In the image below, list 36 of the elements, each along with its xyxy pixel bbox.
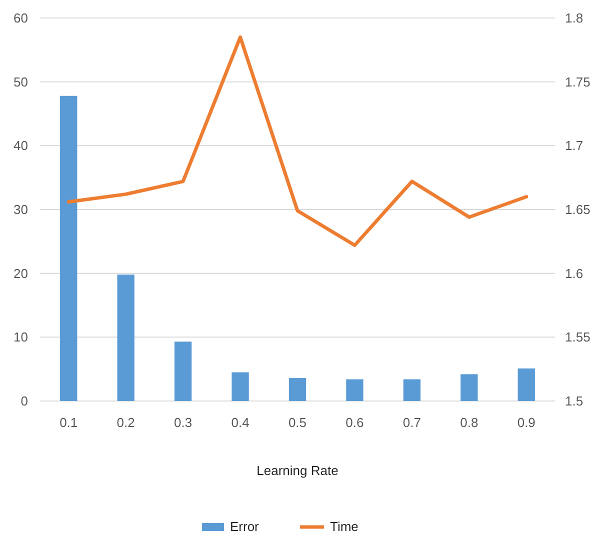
- x-tick-label: 0.5: [288, 415, 307, 430]
- x-tick-label: 0.7: [402, 415, 421, 430]
- bar: [346, 379, 364, 401]
- y-tick-label: 40: [14, 138, 28, 154]
- x-tick-label: 0.4: [231, 415, 250, 430]
- legend-label: Time: [330, 519, 358, 534]
- bar: [288, 378, 306, 401]
- y2-tick-label: 1.55: [565, 330, 590, 345]
- legend-label: Error: [230, 519, 260, 534]
- x-tick-label: 0.2: [116, 415, 135, 430]
- bar: [460, 374, 478, 401]
- y-tick-label: 0: [20, 394, 28, 409]
- y-tick-label: 20: [14, 266, 28, 281]
- x-tick-label: 0.1: [60, 415, 78, 430]
- y2-tick-label: 1.8: [565, 10, 584, 26]
- y-tick-label: 30: [14, 202, 28, 218]
- y2-tick-label: 1.7: [565, 138, 584, 154]
- y2-tick-label: 1.5: [565, 394, 584, 409]
- bar: [174, 342, 192, 401]
- x-tick-label: 0.8: [460, 415, 478, 430]
- y2-tick-label: 1.65: [565, 202, 590, 218]
- x-tick-label: 0.9: [517, 415, 536, 430]
- bar: [60, 96, 78, 401]
- x-tick-label: 0.3: [174, 415, 192, 430]
- bar: [518, 368, 535, 401]
- bar: [403, 379, 421, 401]
- line-series: [66, 35, 528, 247]
- x-axis-title: Learning Rate: [256, 463, 338, 478]
- y-tick-label: 60: [14, 10, 28, 26]
- y-tick-label: 50: [14, 74, 28, 90]
- y2-tick-label: 1.75: [565, 74, 590, 90]
- bar: [232, 372, 249, 401]
- x-tick-label: 0.6: [346, 415, 364, 430]
- y2-tick-label: 1.6: [565, 266, 584, 281]
- bar: [117, 274, 134, 401]
- y-tick-label: 10: [14, 330, 28, 345]
